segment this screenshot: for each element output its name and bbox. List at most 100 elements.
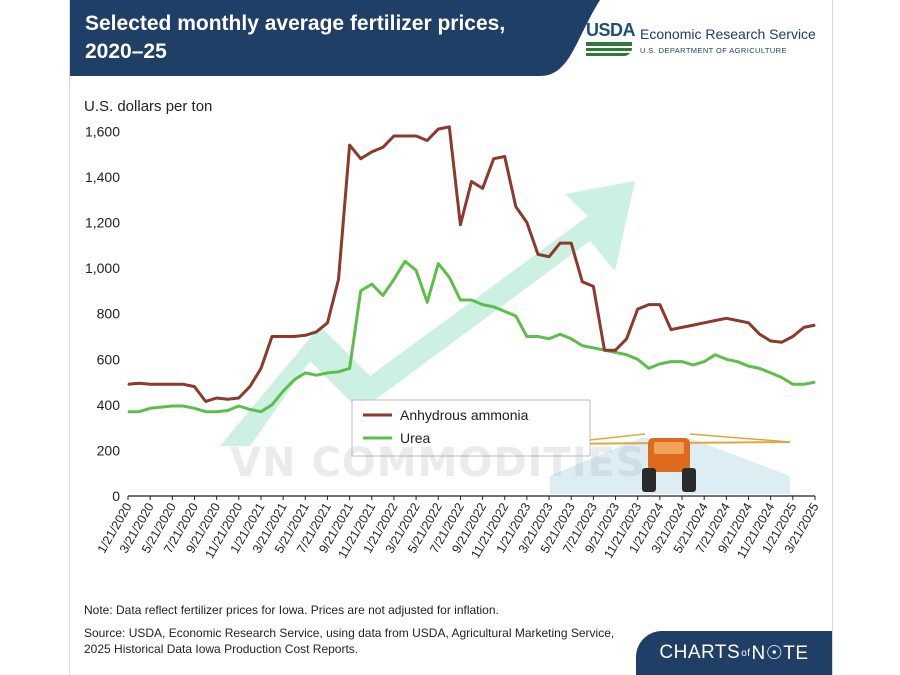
y-tick-label: 400 xyxy=(97,397,121,413)
data-point-ammonia xyxy=(637,308,639,310)
y-tick-label: 1,600 xyxy=(85,123,120,139)
data-point-ammonia xyxy=(315,331,317,333)
org-name: Economic Research Service xyxy=(640,26,816,42)
data-point-urea xyxy=(548,338,550,340)
data-point-urea xyxy=(504,310,506,312)
data-point-ammonia xyxy=(692,324,694,326)
data-point-ammonia xyxy=(205,400,207,402)
data-point-ammonia xyxy=(448,126,450,128)
data-point-urea xyxy=(725,358,728,360)
footer-source: Source: USDA, Economic Research Service,… xyxy=(84,626,615,656)
header-banner xyxy=(70,0,600,76)
data-point-urea xyxy=(670,361,672,363)
data-point-ammonia xyxy=(803,326,805,328)
data-point-ammonia xyxy=(326,322,329,324)
logo-text-of: of xyxy=(741,647,751,659)
data-point-ammonia xyxy=(482,187,484,189)
data-point-urea xyxy=(193,407,196,409)
data-point-urea xyxy=(637,358,639,360)
data-point-ammonia xyxy=(770,340,772,342)
usda-stripes-icon xyxy=(586,42,632,56)
data-point-urea xyxy=(271,404,273,406)
data-point-urea xyxy=(526,335,528,338)
y-tick-label: 1,000 xyxy=(85,260,120,276)
data-point-urea xyxy=(160,406,162,408)
data-point-ammonia xyxy=(437,128,439,130)
data-point-ammonia xyxy=(382,146,384,148)
data-point-ammonia xyxy=(603,349,606,351)
data-point-urea xyxy=(393,278,395,281)
data-point-urea xyxy=(736,361,739,363)
y-tick-label: 0 xyxy=(112,488,120,504)
data-point-ammonia xyxy=(337,278,340,281)
data-point-ammonia xyxy=(670,329,672,331)
y-tick-label: 200 xyxy=(97,442,121,458)
data-point-urea xyxy=(614,351,617,353)
data-point-ammonia xyxy=(238,397,240,399)
data-point-ammonia xyxy=(426,139,428,142)
data-point-urea xyxy=(437,263,439,265)
data-point-ammonia xyxy=(193,386,196,388)
chart-legend: Anhydrous ammonia Urea xyxy=(351,399,591,457)
data-point-urea xyxy=(382,294,384,297)
watermark-arrow-icon xyxy=(220,181,635,446)
data-point-ammonia xyxy=(171,383,173,385)
data-point-urea xyxy=(293,379,295,381)
data-point-urea xyxy=(681,361,683,363)
data-point-urea xyxy=(337,371,340,373)
data-point-urea xyxy=(227,409,229,412)
data-point-ammonia xyxy=(725,317,728,319)
data-point-urea xyxy=(448,276,450,278)
y-tick-label: 1,200 xyxy=(85,215,120,231)
data-point-urea xyxy=(205,411,207,413)
data-point-urea xyxy=(770,372,772,374)
data-point-urea xyxy=(559,333,561,335)
data-point-urea xyxy=(659,363,661,365)
data-point-urea xyxy=(482,304,484,306)
data-point-urea xyxy=(360,290,362,292)
data-point-urea xyxy=(371,283,373,285)
usda-logo: USDA xyxy=(586,20,636,64)
data-point-ammonia xyxy=(360,158,362,160)
data-point-ammonia xyxy=(293,335,295,338)
data-point-urea xyxy=(182,405,184,407)
data-point-urea xyxy=(260,411,262,413)
data-point-ammonia xyxy=(626,338,628,340)
data-point-ammonia xyxy=(282,335,284,338)
logo-text-charts: CHARTS xyxy=(659,642,741,663)
usda-mark: USDA xyxy=(586,20,636,40)
series-line-ammonia xyxy=(127,125,816,403)
data-point-ammonia xyxy=(515,206,517,208)
data-point-urea xyxy=(149,407,151,409)
footer-note: Note: Data reflect fertilizer prices for… xyxy=(84,603,499,617)
data-point-ammonia xyxy=(182,383,184,385)
data-point-urea xyxy=(315,374,317,376)
y-tick-label: 600 xyxy=(97,351,121,367)
data-point-urea xyxy=(581,345,583,347)
x-axis-ticks: 1/21/20203/21/20205/21/20207/21/20209/21… xyxy=(95,496,822,561)
data-point-urea xyxy=(470,299,473,301)
series-line-urea xyxy=(128,259,816,414)
data-point-ammonia xyxy=(227,398,229,400)
data-point-urea xyxy=(537,335,539,338)
data-point-urea xyxy=(404,260,406,262)
data-point-urea xyxy=(426,301,428,303)
data-point-ammonia xyxy=(459,224,461,226)
sprayer-tractor-icon xyxy=(550,433,791,494)
data-point-ammonia xyxy=(537,253,539,255)
y-axis-ticks: 0 200 400 600 800 1,000 1,200 1,400 1,600 xyxy=(85,123,120,504)
y-tick-label: 1,400 xyxy=(85,169,120,185)
data-point-urea xyxy=(282,390,284,392)
legend-label-urea: Urea xyxy=(400,430,431,446)
org-dept: U.S. DEPARTMENT OF AGRICULTURE xyxy=(640,46,787,55)
data-point-urea xyxy=(493,306,495,308)
data-point-ammonia xyxy=(614,349,617,351)
data-point-ammonia xyxy=(759,333,761,335)
data-point-ammonia xyxy=(216,397,218,399)
data-point-urea xyxy=(747,365,750,367)
chart-title: Selected monthly average fertilizer pric… xyxy=(85,12,506,63)
data-point-urea xyxy=(703,361,705,363)
data-point-urea xyxy=(349,367,351,369)
data-point-urea xyxy=(803,383,805,385)
charts-of-note-logo: CHARTS of N☉TE xyxy=(636,631,832,675)
